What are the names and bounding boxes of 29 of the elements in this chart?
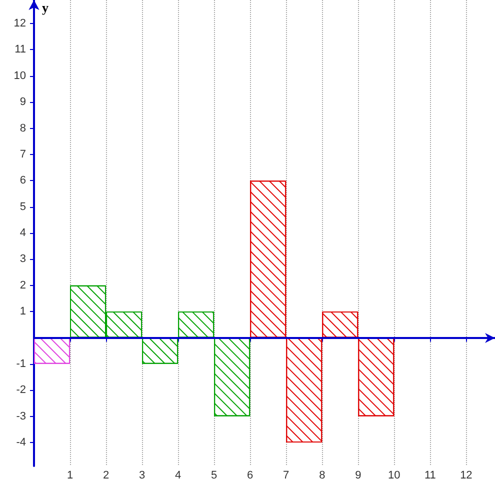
x-tick-label: 5 <box>211 470 218 481</box>
y-axis-title: y <box>42 0 49 15</box>
y-tick-label: -1 <box>16 358 26 370</box>
y-tick-label: -4 <box>16 436 26 448</box>
y-tick-label: 3 <box>20 253 26 266</box>
x-tick-label: 2 <box>102 470 110 481</box>
y-tick-label: 5 <box>20 200 26 213</box>
x-tick-label: 12 <box>460 470 472 481</box>
y-tick-label: 11 <box>14 44 26 56</box>
x-tick-label: 7 <box>283 470 290 481</box>
x-tick-label: 6 <box>247 470 254 481</box>
y-tick-label: 1 <box>20 306 26 318</box>
y-tick-label: -3 <box>16 410 26 422</box>
y-tick-label: 10 <box>14 70 26 82</box>
y-tick-label: 8 <box>20 122 26 134</box>
y-tick-label: -2 <box>16 384 26 396</box>
x-tick-label: 10 <box>388 470 400 481</box>
y-tick-label: 12 <box>14 18 26 30</box>
y-tick-label: 4 <box>20 227 26 239</box>
x-tick-label: 11 <box>424 470 436 481</box>
x-tick-label: 9 <box>355 470 362 481</box>
x-tick-label: 4 <box>175 470 182 481</box>
y-tick-label: 9 <box>20 96 26 108</box>
x-tick-label: 8 <box>319 470 326 481</box>
y-tick-label: 2 <box>20 279 26 292</box>
x-tick-label: 3 <box>138 470 146 481</box>
y-tick-label: 6 <box>20 174 26 187</box>
y-tick-label: 7 <box>20 148 26 160</box>
x-tick-label: 1 <box>66 470 74 481</box>
